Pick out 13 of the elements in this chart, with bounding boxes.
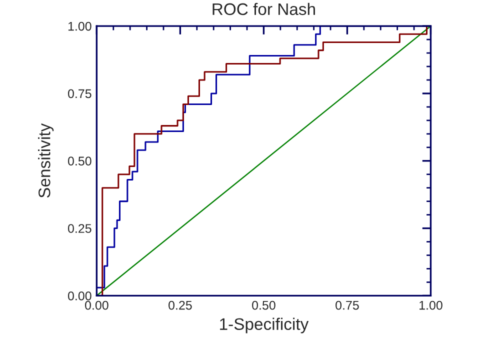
x-axis-title: 1-Specificity [220, 318, 309, 334]
y-tick-label: 0.25 [68, 224, 92, 233]
x-tick-label: 1.00 [420, 300, 442, 310]
x-tick-label: 0.75 [336, 300, 359, 310]
chart-title: ROC for Nash [212, 2, 315, 16]
x-tick-label: 0.25 [168, 300, 192, 310]
x-tick-label: 0.00 [85, 300, 108, 310]
y-tick-label: 1.00 [68, 22, 92, 31]
x-tick-label: 0.50 [252, 300, 276, 310]
y-tick-label: 0.00 [68, 291, 92, 300]
y-tick-label: 0.50 [68, 156, 92, 166]
y-axis-title: Sensitivity [38, 123, 54, 198]
y-tick-label: 0.75 [68, 89, 92, 98]
